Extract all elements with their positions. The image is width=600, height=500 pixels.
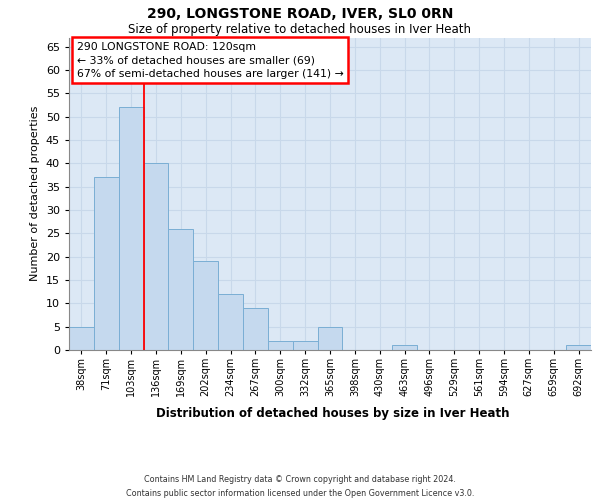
Bar bbox=[94, 178, 119, 350]
Text: 290 LONGSTONE ROAD: 120sqm
← 33% of detached houses are smaller (69)
67% of semi: 290 LONGSTONE ROAD: 120sqm ← 33% of deta… bbox=[77, 42, 344, 78]
Bar bbox=[243, 308, 268, 350]
Bar bbox=[268, 340, 293, 350]
Text: Contains HM Land Registry data © Crown copyright and database right 2024.
Contai: Contains HM Land Registry data © Crown c… bbox=[126, 476, 474, 498]
Text: Size of property relative to detached houses in Iver Heath: Size of property relative to detached ho… bbox=[128, 22, 472, 36]
Bar bbox=[317, 326, 343, 350]
Bar bbox=[119, 108, 143, 350]
Y-axis label: Number of detached properties: Number of detached properties bbox=[30, 106, 40, 282]
Text: 290, LONGSTONE ROAD, IVER, SL0 0RN: 290, LONGSTONE ROAD, IVER, SL0 0RN bbox=[147, 8, 453, 22]
Bar bbox=[218, 294, 243, 350]
Bar bbox=[169, 228, 193, 350]
Bar bbox=[566, 346, 591, 350]
Bar bbox=[69, 326, 94, 350]
Bar bbox=[293, 340, 317, 350]
Bar bbox=[193, 262, 218, 350]
Text: Distribution of detached houses by size in Iver Heath: Distribution of detached houses by size … bbox=[156, 408, 510, 420]
Bar bbox=[143, 164, 169, 350]
Bar bbox=[392, 346, 417, 350]
